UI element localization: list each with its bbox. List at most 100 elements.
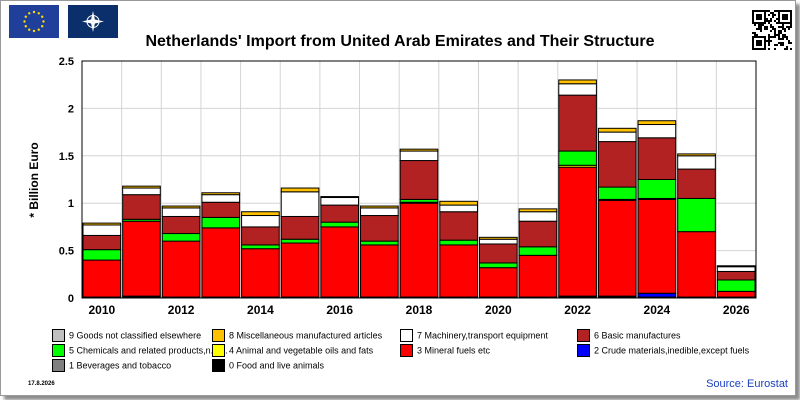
bar-segment [201,192,241,196]
bar-segment [518,220,558,248]
legend-item: 9 Goods not classified elsewhere [52,329,201,342]
bar-segment [677,153,716,157]
plot-border [81,60,757,299]
bar-segment [201,194,241,203]
y-tick-label: 2 [68,103,74,115]
bar-segment [478,236,518,240]
x-tick-label: 2022 [564,303,591,317]
legend-label: 9 Goods not classified elsewhere [69,330,202,341]
bar-segment [597,186,637,200]
bar-segment [161,207,201,217]
legend-label: 8 Miscellaneous manufactured articles [229,330,383,341]
bar-segment [82,224,122,236]
legend-label: 5 Chemicals and related products,n.e.s. [69,345,228,356]
bar-segment [439,204,478,213]
bar-segment [716,265,756,268]
bar-segment [518,254,558,298]
bar-chart: 0 0.5 1 1.5 2 2.5 2010 2012 2014 2016 2018 2020 2022… [59,56,757,317]
bar-segment [82,234,122,251]
legend-swatch [577,329,590,342]
bar-segment [201,227,241,298]
legend-item: 6 Basic manufactures [577,329,681,342]
legend-swatch [212,359,225,372]
bar-segment [439,239,478,246]
bar-segment [597,141,637,188]
bar-segment [399,150,439,162]
legend-label: 2 Crude materials,inedible,except fuels [594,345,750,356]
bar-segment [360,205,399,209]
bar-segment [597,127,637,133]
bar-segment [320,196,360,199]
bar-segment [280,242,320,298]
legend-label: 6 Basic manufactures [594,330,681,341]
bar-segment [161,240,201,298]
legend-swatch [52,344,65,357]
bar-segment [122,220,161,297]
legend-item: 2 Crude materials,inedible,except fuels [577,344,749,357]
bar-segment [360,240,399,246]
y-tick-label: 1 [68,198,74,210]
legend-label: 4 Animal and vegetable oils and fats [229,345,374,356]
legend-swatch [52,359,65,372]
bar-segment [201,216,241,229]
bar-segment [637,120,677,126]
legend-item: 1 Beverages and tobacco [52,359,171,372]
bar-segment [241,226,280,246]
bar-segment [478,238,518,245]
legend-item: 8 Miscellaneous manufactured articles [212,329,382,342]
bar-segment [82,249,122,261]
bar-segment [716,266,756,272]
bar-segment [360,215,399,242]
bar-segment [320,221,360,228]
bar-segment [597,131,637,143]
bar-segment [439,200,478,206]
bar-segment [241,244,280,250]
bar-segment [637,179,677,199]
bar-segment [280,215,320,240]
bar-segment [677,155,716,170]
x-tick-label: 2010 [88,303,115,317]
x-tick-label: 2020 [485,303,512,317]
bar-segment [320,204,360,223]
bar-segment [280,238,320,244]
legend-item: 0 Food and live animals [212,359,324,372]
bar-segment [558,79,597,85]
bar-segment [637,124,677,139]
x-tick-label: 2014 [247,303,274,317]
legend-label: 1 Beverages and tobacco [69,360,172,371]
bar-segment [677,197,716,233]
bar-segment [241,248,280,298]
legend-swatch [400,344,413,357]
y-tick-label: 1.5 [59,151,74,163]
nato-flag-icon [68,5,118,38]
legend-item: 7 Machinery,transport equipment [400,329,548,342]
bar-segment [280,187,320,193]
legend-label: 0 Food and live animals [229,360,325,371]
bar-segment [478,267,518,298]
bar-segment [597,199,637,297]
x-tick-label: 2016 [326,303,353,317]
y-tick-label: 0 [68,293,74,305]
bar-segment [399,148,439,152]
legend-swatch [212,344,225,357]
bar-segment [558,150,597,166]
y-tick-label: 0.5 [59,246,74,258]
bar-segment [518,211,558,222]
bar-segment [399,160,439,200]
legend-item: 4 Animal and vegetable oils and fats [212,344,373,357]
bar-segment [439,244,478,298]
bar-segment [558,83,597,96]
bar-segment [439,211,478,241]
bar-segment [518,246,558,256]
bar-segment [360,207,399,217]
bar-segment [320,197,360,206]
bar-segment [716,279,756,292]
chart-title: Netherlands' Import from United Arab Emi… [145,33,655,50]
bar-segment [82,222,122,226]
bar-segment [478,262,518,269]
legend-swatch [577,344,590,357]
bar-segment [201,201,241,218]
bar-segment [360,244,399,298]
source-label: Source: Eurostat [706,378,788,390]
bar-segment [161,233,201,242]
